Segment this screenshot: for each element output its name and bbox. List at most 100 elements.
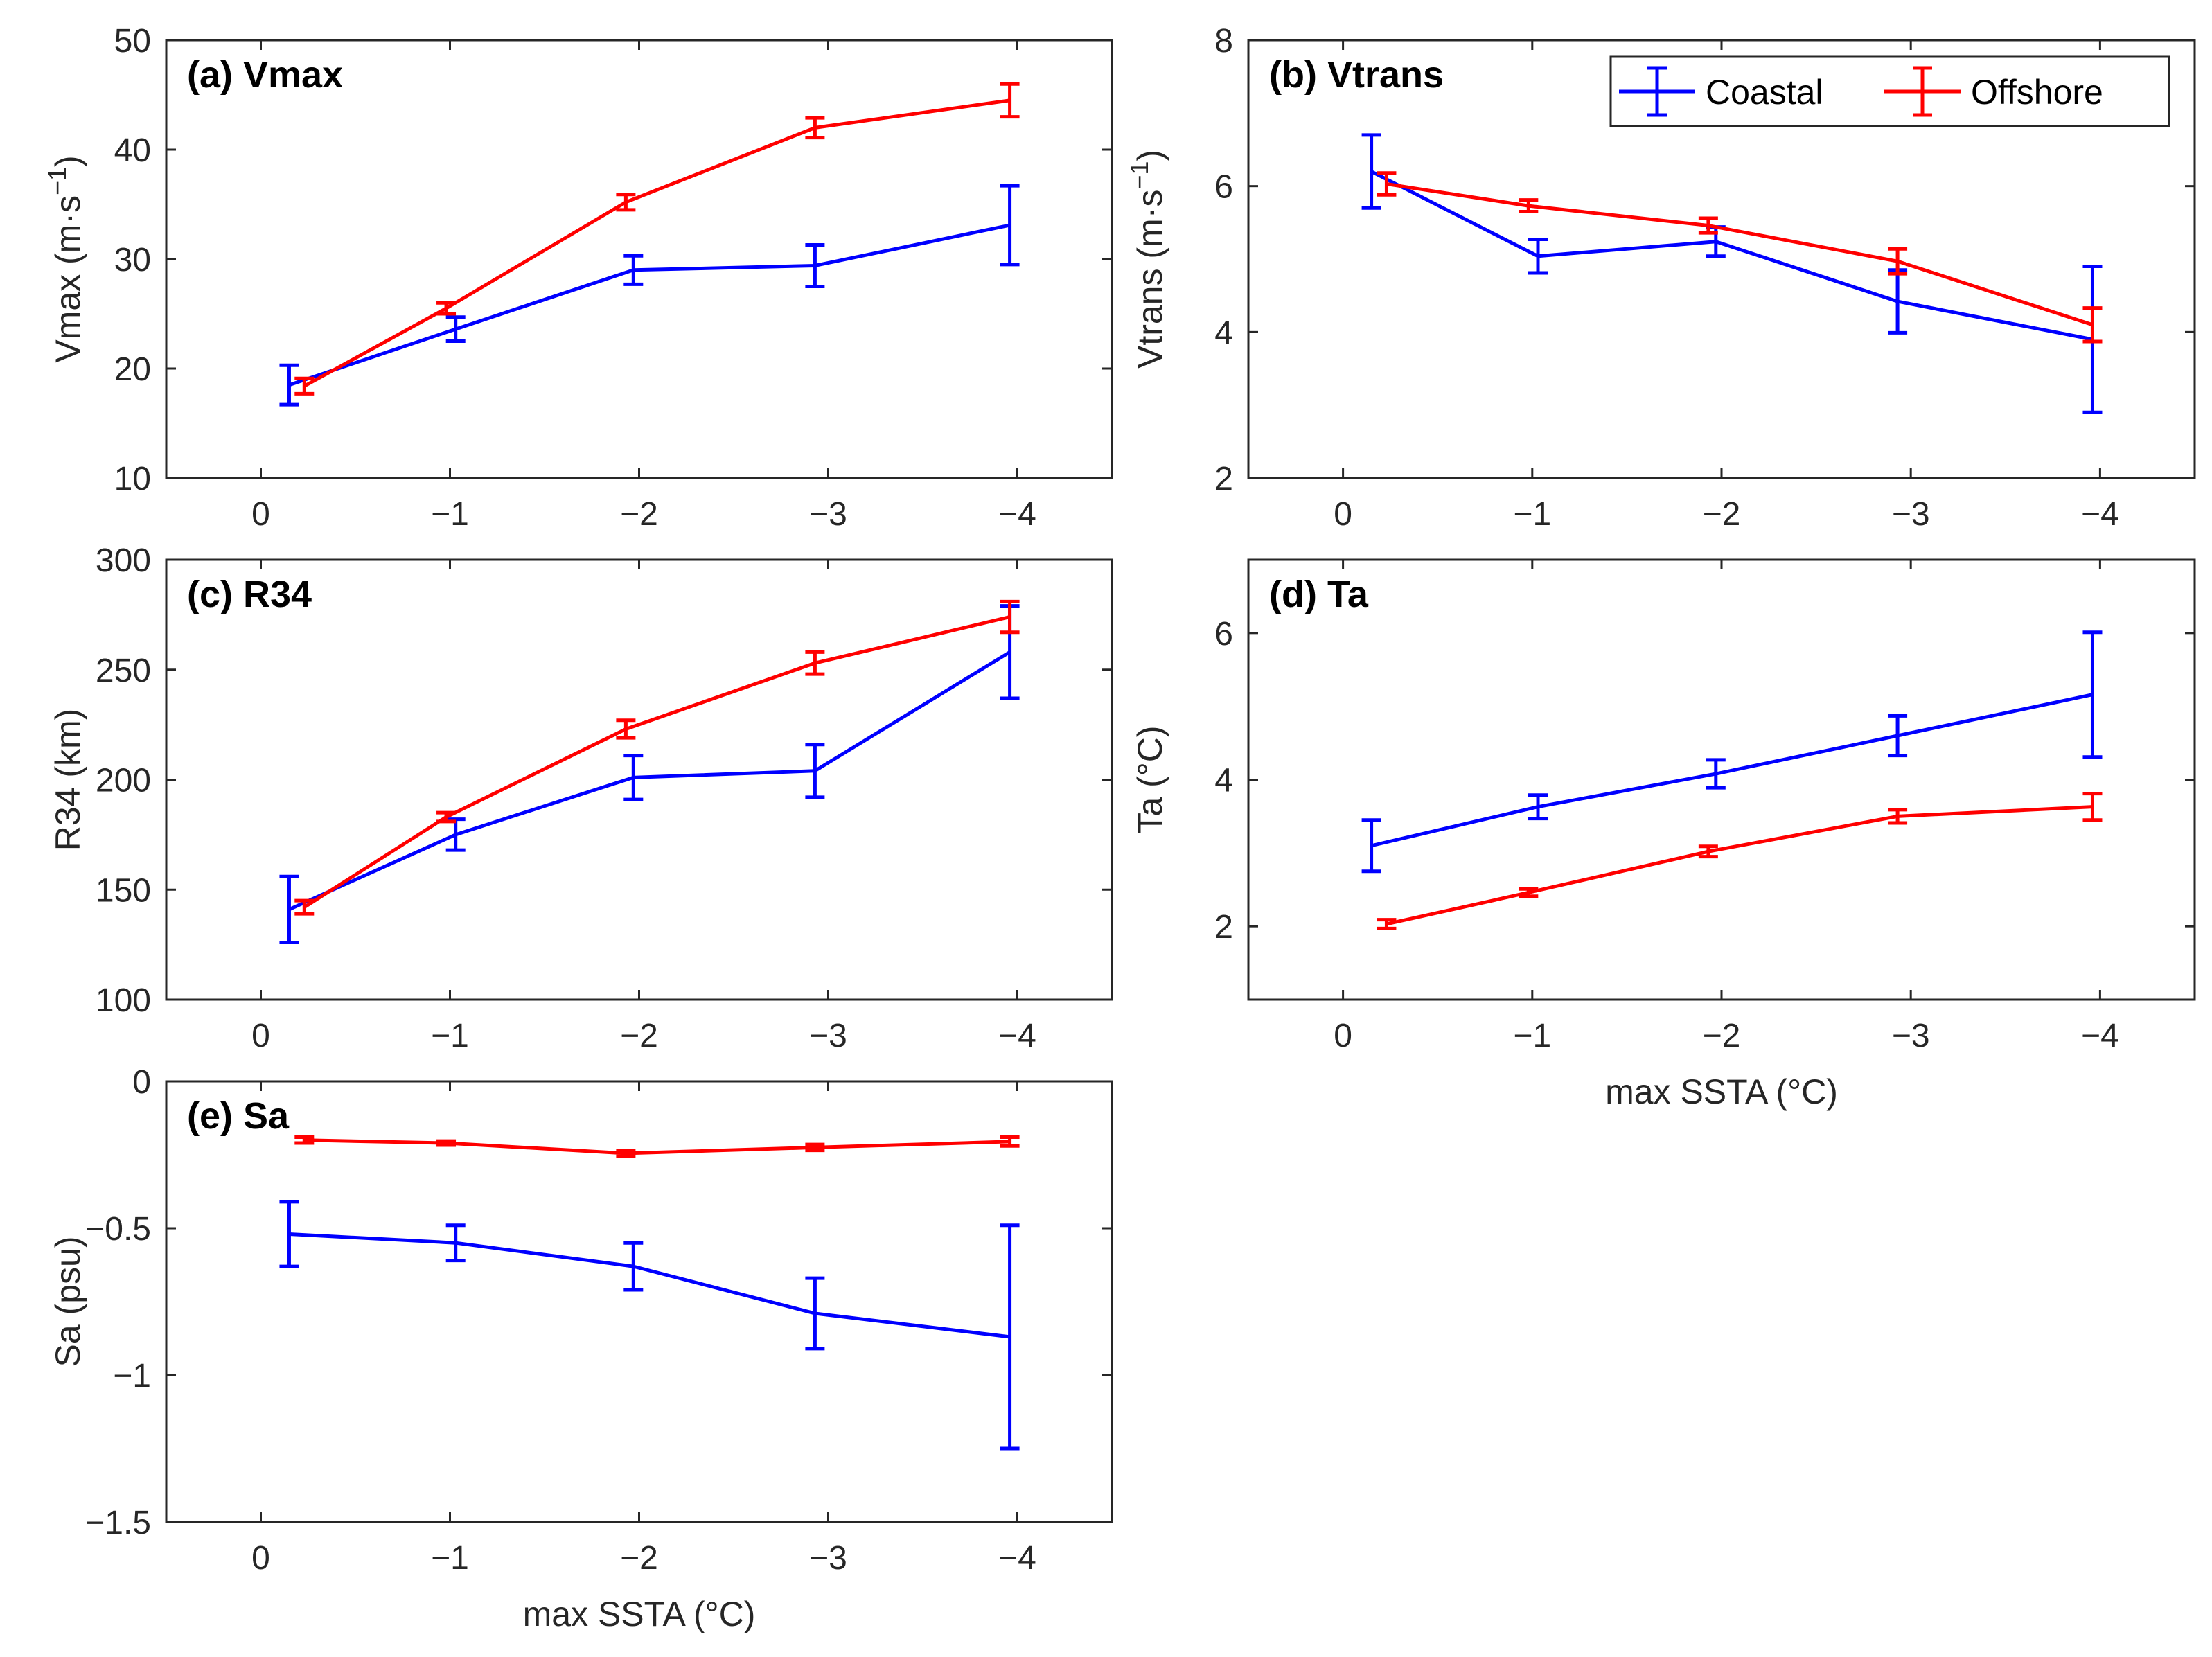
error-bar — [2082, 792, 2103, 822]
panel-sa: 0 −1 −2 −3 −4 −1.5 −1 −0.5 0 Sa (psu) max SSTA (°C… — [48, 1064, 1113, 1633]
legend-label: Offshore — [1971, 73, 2103, 112]
data-point — [288, 909, 290, 910]
legend-item-coastal: Coastal — [1619, 66, 1823, 117]
y-axis-label: Ta (°C) — [1131, 725, 1169, 833]
error-bar — [1519, 198, 1539, 214]
data-point — [2091, 806, 2093, 808]
error-bar — [616, 1149, 636, 1158]
error-bar — [436, 1139, 457, 1147]
y-axis-label-exponent: −1 — [1125, 161, 1153, 190]
x-tick-label: −3 — [809, 1018, 847, 1054]
y-tick-label: 4 — [1214, 314, 1233, 351]
data-point — [632, 1266, 634, 1267]
y-axis-label-text: Vtrans (m·s — [1131, 190, 1169, 369]
panel-title: (a) Vmax — [187, 54, 343, 96]
error-bar — [294, 1135, 315, 1145]
error-bar — [445, 315, 466, 343]
y-tick-label: 0 — [132, 1064, 151, 1101]
y-tick-label: −1.5 — [85, 1505, 151, 1541]
error-bar — [805, 650, 825, 676]
x-tick-label: −1 — [431, 496, 469, 533]
data-point — [1897, 815, 1898, 817]
data-point — [303, 385, 305, 387]
x-tick-label: −2 — [620, 496, 658, 533]
legend-label: Coastal — [1706, 73, 1823, 112]
x-tick-label: −2 — [1703, 1018, 1741, 1054]
legend-item-offshore: Offshore — [1884, 66, 2103, 117]
panel-r34: 0 −1 −2 −3 −4 100 150 200 250 300 R34 (km) (c) R34 — [48, 542, 1113, 1054]
data-point — [1009, 1141, 1011, 1142]
error-bar — [616, 718, 636, 740]
error-bar — [294, 376, 315, 396]
axes-box-sa — [165, 1080, 1113, 1523]
data-point — [1386, 923, 1387, 925]
x-tick-label: 0 — [251, 496, 270, 533]
x-tick-label: −1 — [1513, 1018, 1551, 1054]
error-bar — [1000, 1223, 1020, 1451]
y-axis-label: Vmax (m·s−1) — [43, 155, 87, 362]
series-coastal — [1361, 630, 2103, 874]
error-bar — [1377, 918, 1397, 930]
data-point — [1009, 224, 1011, 226]
x-tick-label: −1 — [1513, 496, 1551, 533]
axes-box-ta — [1247, 558, 2196, 1001]
legend: Coastal Offshore — [1609, 55, 2170, 127]
error-bar — [1000, 82, 1020, 119]
error-bar — [1888, 808, 1908, 825]
series-coastal — [279, 184, 1020, 407]
error-bar — [1698, 216, 1718, 235]
x-tick-label: −4 — [998, 496, 1036, 533]
data-point — [1009, 651, 1011, 653]
data-point — [2091, 324, 2093, 326]
data-point — [445, 1142, 447, 1144]
error-bar — [436, 810, 457, 824]
series-offshore — [1377, 792, 2103, 930]
series-coastal — [279, 604, 1020, 944]
data-point — [632, 269, 634, 271]
error-bar — [1000, 1135, 1020, 1148]
error-bar — [805, 116, 825, 140]
y-axis-label: Sa (psu) — [48, 1237, 87, 1367]
x-tick-label: −2 — [620, 1018, 658, 1054]
y-tick-label: 6 — [1214, 169, 1233, 206]
error-bar — [436, 301, 457, 316]
x-tick-label: −3 — [809, 1540, 847, 1577]
y-tick-label: 6 — [1214, 616, 1233, 653]
x-tick-label: −4 — [998, 1018, 1036, 1054]
x-tick-label: −3 — [1892, 496, 1930, 533]
y-axis-label-text: R34 (km) — [48, 709, 87, 851]
error-bar — [294, 898, 315, 916]
error-bar — [1528, 793, 1548, 821]
y-axis-label: R34 (km) — [48, 709, 87, 851]
x-tick-label: −2 — [620, 1540, 658, 1577]
y-tick-label: 20 — [114, 351, 151, 388]
error-bar — [1706, 758, 1726, 790]
panel-title: (d) Ta — [1269, 574, 1369, 615]
x-tick-label: −2 — [1703, 496, 1741, 533]
y-tick-label: 2 — [1214, 909, 1233, 946]
error-bar — [1361, 818, 1381, 874]
error-bar — [623, 1241, 644, 1292]
y-tick-label: 4 — [1214, 763, 1233, 799]
panel-ta: 0 −1 −2 −3 −4 2 4 6 Ta (°C) max SSTA (°C) (d) Ta — [1131, 558, 2196, 1111]
x-tick-label: −4 — [2081, 496, 2119, 533]
data-point — [455, 328, 457, 330]
error-bar — [445, 817, 466, 852]
y-tick-label: 40 — [114, 132, 151, 169]
y-tick-label: 2 — [1214, 461, 1233, 497]
series-offshore — [1377, 171, 2103, 344]
data-point — [1715, 241, 1717, 242]
x-tick-label: −3 — [1892, 1018, 1930, 1054]
error-bar — [1000, 599, 1020, 635]
error-bar — [805, 1276, 825, 1351]
panel-title: (c) R34 — [187, 574, 312, 615]
x-tick-label: −1 — [431, 1018, 469, 1054]
error-bar — [279, 363, 299, 407]
x-tick-label: −3 — [809, 496, 847, 533]
series-coastal — [279, 1200, 1020, 1451]
x-tick-label: −4 — [998, 1540, 1036, 1577]
y-axis-label-text: Sa (psu) — [48, 1237, 87, 1367]
x-axis-label: max SSTA (°C) — [1605, 1072, 1838, 1111]
